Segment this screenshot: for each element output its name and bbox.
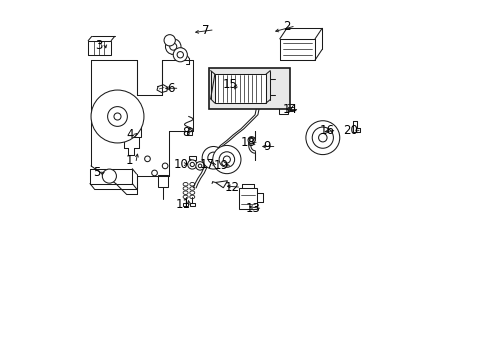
- Text: 18: 18: [240, 136, 255, 149]
- Text: 16: 16: [319, 124, 334, 137]
- Ellipse shape: [183, 191, 188, 194]
- Text: 17: 17: [200, 158, 215, 171]
- Bar: [158, 175, 167, 187]
- Text: 10: 10: [173, 158, 188, 171]
- Circle shape: [247, 136, 255, 144]
- Text: 19: 19: [214, 159, 228, 172]
- Circle shape: [249, 138, 253, 142]
- Ellipse shape: [183, 187, 188, 190]
- Polygon shape: [215, 181, 227, 188]
- Ellipse shape: [189, 191, 194, 194]
- Bar: [238, 189, 257, 209]
- Circle shape: [195, 162, 204, 170]
- Text: 7: 7: [202, 23, 209, 37]
- Text: 11: 11: [175, 198, 190, 211]
- Text: 8: 8: [182, 126, 189, 139]
- Ellipse shape: [183, 183, 188, 186]
- Ellipse shape: [103, 172, 115, 180]
- Circle shape: [177, 51, 183, 58]
- Text: 5: 5: [92, 166, 100, 179]
- Text: 4: 4: [126, 128, 133, 141]
- Bar: [186, 131, 191, 135]
- Circle shape: [187, 160, 197, 169]
- Bar: [214, 74, 265, 103]
- Text: 2: 2: [283, 20, 290, 33]
- Bar: [279, 101, 287, 114]
- Circle shape: [202, 147, 224, 169]
- Circle shape: [173, 48, 187, 62]
- Text: 9: 9: [263, 140, 271, 153]
- Text: 15: 15: [223, 78, 237, 91]
- Circle shape: [219, 152, 234, 167]
- Text: 6: 6: [166, 82, 174, 95]
- Bar: [189, 203, 194, 206]
- Text: 13: 13: [245, 202, 260, 215]
- Circle shape: [144, 156, 150, 162]
- Bar: [120, 108, 141, 137]
- Ellipse shape: [183, 195, 188, 199]
- Circle shape: [212, 145, 241, 174]
- Text: 14: 14: [282, 103, 297, 116]
- Bar: [88, 41, 111, 55]
- Circle shape: [198, 164, 202, 168]
- Circle shape: [114, 113, 121, 120]
- Text: 20: 20: [342, 124, 357, 137]
- Circle shape: [162, 163, 167, 169]
- Circle shape: [312, 127, 333, 148]
- Circle shape: [207, 152, 219, 163]
- Circle shape: [102, 169, 116, 183]
- Circle shape: [305, 121, 339, 154]
- Circle shape: [190, 162, 194, 167]
- Text: 1: 1: [126, 154, 133, 167]
- Circle shape: [164, 35, 175, 46]
- Bar: [208, 68, 289, 109]
- Circle shape: [318, 134, 326, 142]
- Text: 12: 12: [224, 181, 239, 194]
- Circle shape: [165, 39, 181, 54]
- Ellipse shape: [189, 195, 194, 199]
- Circle shape: [151, 170, 157, 176]
- Circle shape: [91, 90, 143, 143]
- Bar: [183, 203, 188, 206]
- Text: 3: 3: [95, 40, 102, 53]
- Circle shape: [169, 43, 176, 50]
- Ellipse shape: [189, 187, 194, 190]
- Ellipse shape: [189, 183, 194, 186]
- Bar: [188, 156, 195, 159]
- Circle shape: [223, 156, 230, 163]
- Circle shape: [107, 107, 127, 126]
